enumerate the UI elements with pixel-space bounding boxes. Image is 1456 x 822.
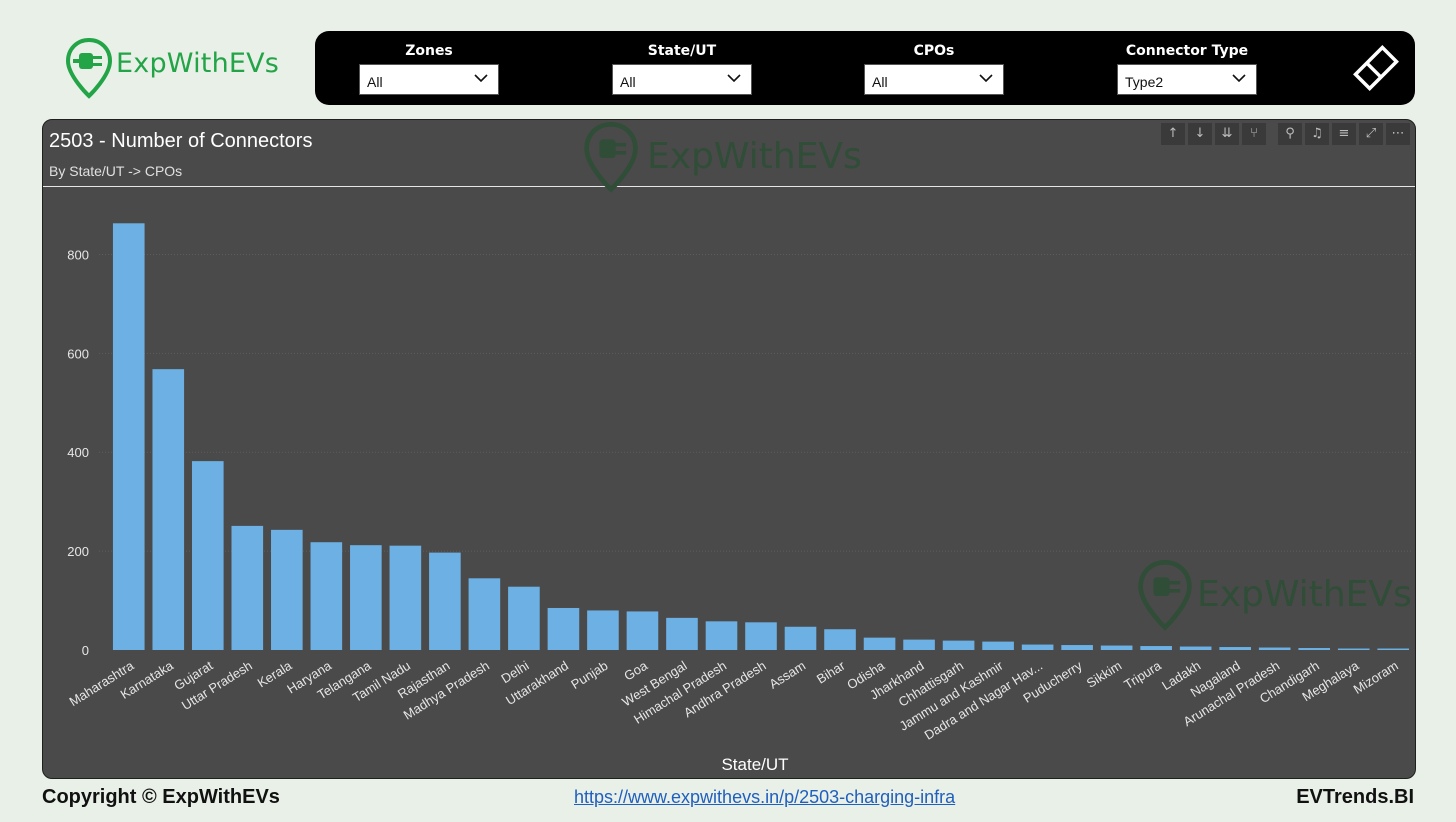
bar: [547, 607, 580, 650]
bar: [508, 586, 540, 650]
watermark-text: ExpWithEVs: [647, 136, 862, 177]
watermark-logo-top: ExpWithEVs: [583, 122, 903, 194]
x-axis-title: State/UT: [721, 755, 788, 774]
watermark-logo-bottom: ExpWithEVs: [1137, 560, 1415, 632]
bar: [626, 611, 659, 650]
bar: [1100, 645, 1133, 650]
bar: [705, 621, 738, 650]
y-tick-label: 400: [67, 445, 89, 460]
y-tick-label: 0: [82, 643, 89, 658]
chart-subtitle: By State/UT -> CPOs: [49, 163, 183, 179]
bar-chart-plot: 0200400600800MaharashtraKarnatakaGujarat…: [67, 223, 1413, 774]
bar: [1337, 648, 1370, 650]
bar: [587, 610, 619, 650]
chart-visual[interactable]: 2503 - Number of Connectors By State/UT …: [42, 119, 1416, 779]
bar: [191, 461, 224, 650]
bar: [1021, 644, 1054, 650]
chevron-down-icon: [1232, 74, 1246, 83]
pin-icon[interactable]: ⚲: [1278, 123, 1302, 145]
bar: [468, 578, 501, 650]
filter-state: State/UT All: [612, 43, 752, 95]
plug-pin-icon: [1138, 560, 1192, 631]
dropdown-value: All: [620, 74, 636, 90]
filter-zones: Zones All: [359, 43, 499, 95]
bar: [389, 545, 422, 650]
bar: [152, 369, 185, 650]
chart-title: 2503 - Number of Connectors: [49, 130, 313, 152]
clear-filters-eraser-icon[interactable]: [1351, 43, 1401, 93]
chevron-down-icon: [979, 74, 993, 83]
article-link[interactable]: https://www.expwithevs.in/p/2503-chargin…: [574, 787, 956, 807]
filter-bar: Zones All State/UT All CPOs All Connecto…: [315, 31, 1415, 105]
filter-icon[interactable]: ≡: [1332, 123, 1356, 145]
header-divider: [43, 186, 1415, 187]
arrow-down-icon[interactable]: ↓: [1188, 123, 1212, 145]
bar: [271, 529, 303, 650]
y-tick-label: 800: [67, 247, 89, 262]
filter-connector-type: Connector Type Type2: [1117, 43, 1257, 95]
copyright-text: Copyright © ExpWithEVs: [42, 786, 280, 808]
bar: [350, 545, 382, 650]
cpos-dropdown[interactable]: All: [864, 64, 1004, 95]
bar: [112, 223, 145, 650]
bar: [429, 552, 461, 650]
dropdown-value: All: [367, 74, 383, 90]
bar: [1377, 648, 1410, 650]
expand-hierarchy-icon[interactable]: ⑂: [1242, 123, 1266, 145]
state-dropdown[interactable]: All: [612, 64, 752, 95]
evtrends-label: EVTrends.BI: [1296, 786, 1414, 808]
filter-label: State/UT: [647, 43, 717, 59]
watermark-text: ExpWithEVs: [1197, 574, 1412, 615]
dropdown-value: All: [872, 74, 888, 90]
bar: [903, 639, 935, 650]
bar: [982, 641, 1014, 650]
bar: [231, 525, 264, 650]
more-options-icon[interactable]: ⋯: [1386, 123, 1410, 145]
brand-logo: ExpWithEVs: [66, 38, 286, 100]
x-tick-label: Mizoram: [1351, 658, 1401, 697]
bar: [1061, 645, 1093, 650]
bar: [1140, 646, 1172, 650]
zones-dropdown[interactable]: All: [359, 64, 499, 95]
plug-pin-icon: [584, 122, 638, 193]
chevron-down-icon: [727, 74, 741, 83]
x-tick-label: Punjab: [568, 658, 610, 692]
bar: [745, 622, 777, 650]
plug-pin-icon: [66, 38, 112, 99]
bar: [942, 640, 975, 650]
y-tick-label: 600: [67, 346, 89, 361]
filter-label: CPOs: [913, 43, 955, 59]
bar: [784, 626, 817, 650]
bar: [310, 542, 343, 650]
filter-label: Connector Type: [1125, 43, 1249, 59]
bar: [863, 637, 896, 650]
chevron-down-icon: [474, 74, 488, 83]
bar: [824, 629, 856, 650]
y-tick-label: 200: [67, 544, 89, 559]
x-tick-label: Assam: [766, 658, 808, 692]
filter-cpos: CPOs All: [864, 43, 1004, 95]
dropdown-value: Type2: [1125, 74, 1164, 90]
bar: [666, 617, 698, 650]
x-tick-label: Tripura: [1121, 657, 1164, 692]
bar: [1179, 646, 1212, 650]
focus-mode-icon[interactable]: ⤢: [1359, 123, 1383, 145]
bar: [1219, 647, 1251, 650]
x-tick-label: Bihar: [814, 657, 848, 686]
bar: [1298, 648, 1331, 650]
arrow-up-icon[interactable]: ↑: [1161, 123, 1185, 145]
logo-text: ExpWithEVs: [116, 48, 280, 79]
bar: [1258, 647, 1291, 650]
x-tick-label: Sikkim: [1084, 658, 1124, 691]
connector-type-dropdown[interactable]: Type2: [1117, 64, 1257, 95]
filter-label: Zones: [405, 43, 453, 59]
bell-icon[interactable]: ♫: [1305, 123, 1329, 145]
double-arrow-down-icon[interactable]: ⇊: [1215, 123, 1239, 145]
